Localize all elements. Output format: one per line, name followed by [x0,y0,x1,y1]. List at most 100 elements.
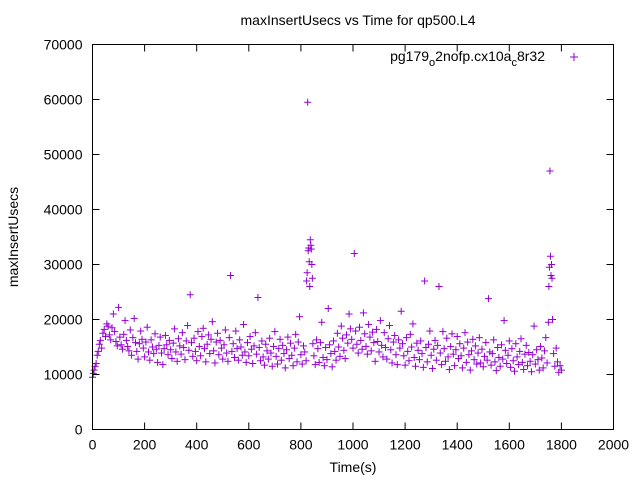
data-point [161,331,169,339]
data-point [404,347,412,355]
legend-label-sub2: c [511,57,517,69]
data-point [461,329,469,337]
data-point [449,350,457,358]
data-point [311,361,319,369]
data-point [243,339,251,347]
data-point [478,345,486,353]
data-point [230,353,238,361]
data-point [552,344,560,352]
data-point [505,337,513,345]
data-point [408,343,416,351]
data-point [141,353,149,361]
legend-label: pg179o2nofp.cx10ac8r32 [390,48,545,69]
data-point [464,338,472,346]
data-point [138,335,146,343]
data-point [501,346,509,354]
data-point [379,353,387,361]
data-point [383,355,391,363]
data-point [276,335,284,343]
data-point [279,341,287,349]
data-point [290,344,298,352]
data-point [363,350,371,358]
data-point [401,361,409,369]
data-point [328,363,336,371]
data-point [163,341,171,349]
data-point [255,344,263,352]
data-point [104,322,112,330]
data-point [499,355,507,363]
data-point [504,351,512,359]
data-point [535,366,543,374]
data-point [111,328,119,336]
data-point [507,363,515,371]
data-point [184,322,192,330]
data-point [203,340,211,348]
data-point [346,325,354,333]
data-point [146,356,154,364]
data-point [268,362,276,370]
data-point [451,362,459,370]
data-point [376,317,384,325]
data-point [242,358,250,366]
data-point [168,355,176,363]
data-point [292,330,300,338]
data-point [301,348,309,356]
data-point [456,340,464,348]
data-point [216,336,224,344]
data-point [495,353,503,361]
data-point [490,336,498,344]
data-point [221,326,229,334]
data-point [337,322,345,330]
legend-label-tail: 8r32 [517,48,545,64]
data-point [309,340,317,348]
data-point [210,347,218,355]
data-point [418,350,426,358]
data-point [500,317,508,325]
data-point [438,361,446,369]
legend-label-base: pg179 [390,48,429,64]
data-point [204,331,212,339]
data-point [492,367,500,375]
data-point [361,330,369,338]
data-point [470,356,478,364]
data-point [553,358,561,366]
data-point [359,309,367,317]
data-point [487,361,495,369]
data-point [324,305,332,312]
data-point [469,335,477,343]
data-point [336,352,344,360]
data-point [262,340,270,348]
data-point [130,314,138,322]
data-point [353,340,361,348]
data-point [356,323,364,331]
data-point [320,362,328,370]
data-point [460,344,468,352]
data-point [126,326,134,334]
data-point [513,353,521,361]
data-point [329,337,337,345]
data-point [524,362,532,370]
data-point [315,358,323,366]
data-point [212,338,220,346]
data-point [314,345,322,353]
data-point [332,356,340,364]
data-point [517,335,525,343]
data-point [545,283,553,290]
data-point [391,331,399,339]
data-point [533,346,541,354]
data-point [462,358,470,366]
data-point [246,333,254,341]
data-point [152,345,160,353]
data-point [182,337,190,345]
data-point [371,357,379,365]
data-point [412,362,420,370]
data-point [105,331,113,339]
data-point [191,347,199,355]
data-point [362,342,370,350]
x-tick-label: 1400 [442,437,473,453]
data-point [350,250,358,257]
data-point [308,261,316,268]
data-point [283,346,291,354]
data-point [396,344,404,352]
data-point [539,364,547,372]
